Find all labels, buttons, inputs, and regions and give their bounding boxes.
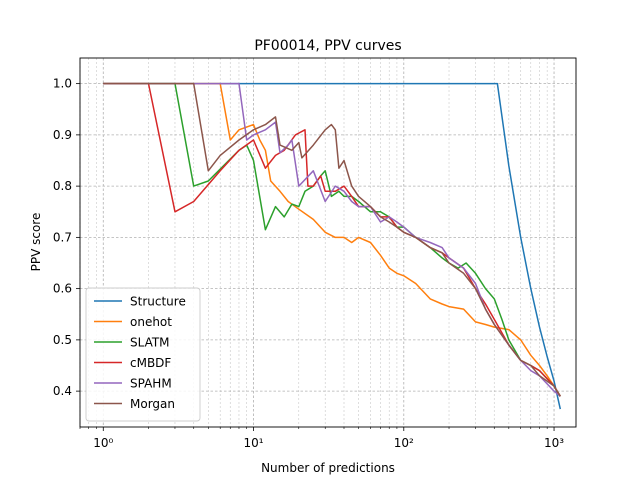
y-axis-label: PPV score bbox=[29, 213, 43, 272]
series-line-morgan bbox=[103, 82, 561, 397]
legend-label: cMBDF bbox=[130, 356, 171, 370]
series-line-onehot bbox=[103, 82, 561, 397]
y-tick-label: 0.7 bbox=[53, 230, 72, 244]
y-tick-label: 0.5 bbox=[53, 333, 72, 347]
y-tick-label: 0.6 bbox=[53, 282, 72, 296]
legend-label: SPAHM bbox=[130, 377, 172, 391]
y-tick-label: 1.0 bbox=[53, 77, 72, 91]
x-axis-label: Number of predictions bbox=[261, 461, 395, 475]
chart-title: PF00014, PPV curves bbox=[254, 38, 401, 54]
legend-label: SLATM bbox=[130, 336, 170, 350]
y-axis-ticks: 0.4 0.5 0.6 0.7 0.8 0.9 1.0 bbox=[53, 77, 80, 398]
plot-frame bbox=[79, 57, 577, 428]
y-tick-label: 0.4 bbox=[53, 384, 72, 398]
x-tick-label: 10² bbox=[394, 436, 414, 450]
legend-label: Morgan bbox=[130, 397, 175, 411]
legend: Structure onehot SLATM cMBDF SPAHM Morgan bbox=[85, 287, 201, 422]
x-tick-label: 10³ bbox=[544, 436, 564, 450]
series-line-structure bbox=[103, 82, 562, 410]
x-tick-label: 10¹ bbox=[243, 436, 263, 450]
grid bbox=[79, 58, 576, 427]
legend-label: onehot bbox=[130, 315, 172, 329]
x-axis-ticks: 10⁰ 10¹ 10² 10³ bbox=[79, 427, 564, 450]
y-tick-label: 0.8 bbox=[53, 179, 72, 193]
y-tick-label: 0.9 bbox=[53, 128, 72, 142]
legend-label: Structure bbox=[130, 295, 186, 309]
x-tick-label: 10⁰ bbox=[93, 436, 113, 450]
series-lines bbox=[103, 82, 562, 410]
